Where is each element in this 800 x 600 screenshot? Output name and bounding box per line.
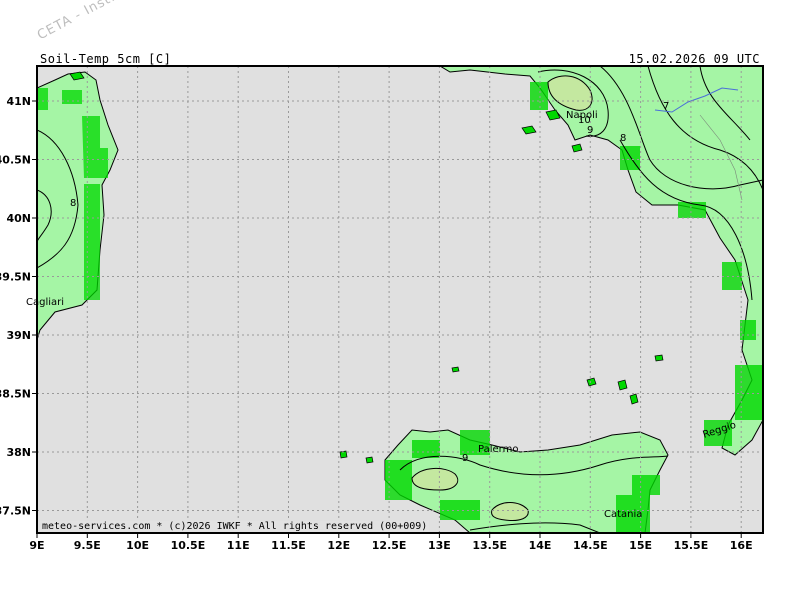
city-label-napoli: Napoli: [566, 110, 598, 121]
map-axes: 9E 9.5E 10E 10.5E 11E 11.5E 12E 12.5E 13E 13.5E 14…: [0, 95, 753, 552]
y-tick-label: 38.5N: [0, 388, 31, 401]
map-title: Soil-Temp_5cm [C]: [40, 52, 172, 66]
contour-label: 8: [620, 133, 626, 144]
contour-label: 7: [663, 101, 669, 112]
y-tick-label: 38N: [6, 446, 31, 459]
x-tick-label: 10E: [126, 539, 149, 552]
x-tick-label: 14E: [529, 539, 552, 552]
island: [545, 109, 561, 121]
y-tick-label: 41N: [6, 95, 31, 108]
island: [586, 377, 597, 387]
island: [571, 143, 583, 153]
island: [69, 71, 85, 81]
island: [629, 393, 639, 405]
x-tick-label: 12E: [327, 539, 350, 552]
y-tick-label: 39.5N: [0, 271, 31, 284]
x-tick-label: 15.5E: [674, 539, 709, 552]
x-tick-label: 16E: [730, 539, 753, 552]
island: [521, 125, 537, 135]
city-label-cagliari: Cagliari: [26, 297, 64, 308]
y-tick-label: 40N: [6, 212, 31, 225]
x-tick-label: 13E: [428, 539, 451, 552]
warm-pocket-sicily-south: [491, 502, 529, 521]
map-frame: [36, 65, 764, 534]
city-label-palermo: Palermo: [478, 444, 518, 455]
x-tick-label: 11E: [227, 539, 250, 552]
x-tick-label: 9E: [29, 539, 44, 552]
island: [339, 450, 348, 459]
y-tick-label: 37.5N: [0, 505, 31, 518]
city-label-catania: Catania: [604, 509, 642, 520]
map-grid: [37, 66, 763, 533]
x-tick-label: 10.5E: [171, 539, 206, 552]
contour-label: 9: [462, 453, 468, 464]
island: [365, 456, 374, 464]
mainland-bright-cells: [530, 82, 763, 446]
sicily-bright-cells: [385, 430, 660, 533]
x-tick-label: 15E: [629, 539, 652, 552]
x-tick-label: 12.5E: [372, 539, 407, 552]
contour-label: 10: [578, 115, 591, 126]
x-tick-label: 14.5E: [573, 539, 608, 552]
warm-pocket-napoli: [547, 75, 593, 111]
sardinia-bright-cells: [37, 88, 108, 300]
copyright-footer: meteo-services.com * (c)2026 IWKF * All …: [40, 521, 430, 532]
island: [617, 379, 628, 391]
x-tick-label: 9.5E: [74, 539, 101, 552]
island: [451, 366, 460, 373]
contour-label: 8: [70, 198, 76, 209]
y-tick-label: 39N: [6, 329, 31, 342]
y-tick-label: 40.5N: [0, 154, 31, 167]
island: [654, 354, 664, 362]
valid-time: 15.02.2026 09 UTC: [628, 52, 760, 66]
contour-label: 9: [587, 125, 593, 136]
x-tick-label: 11.5E: [271, 539, 306, 552]
warm-pocket-sicily-west: [411, 468, 459, 491]
x-tick-label: 13.5E: [472, 539, 507, 552]
